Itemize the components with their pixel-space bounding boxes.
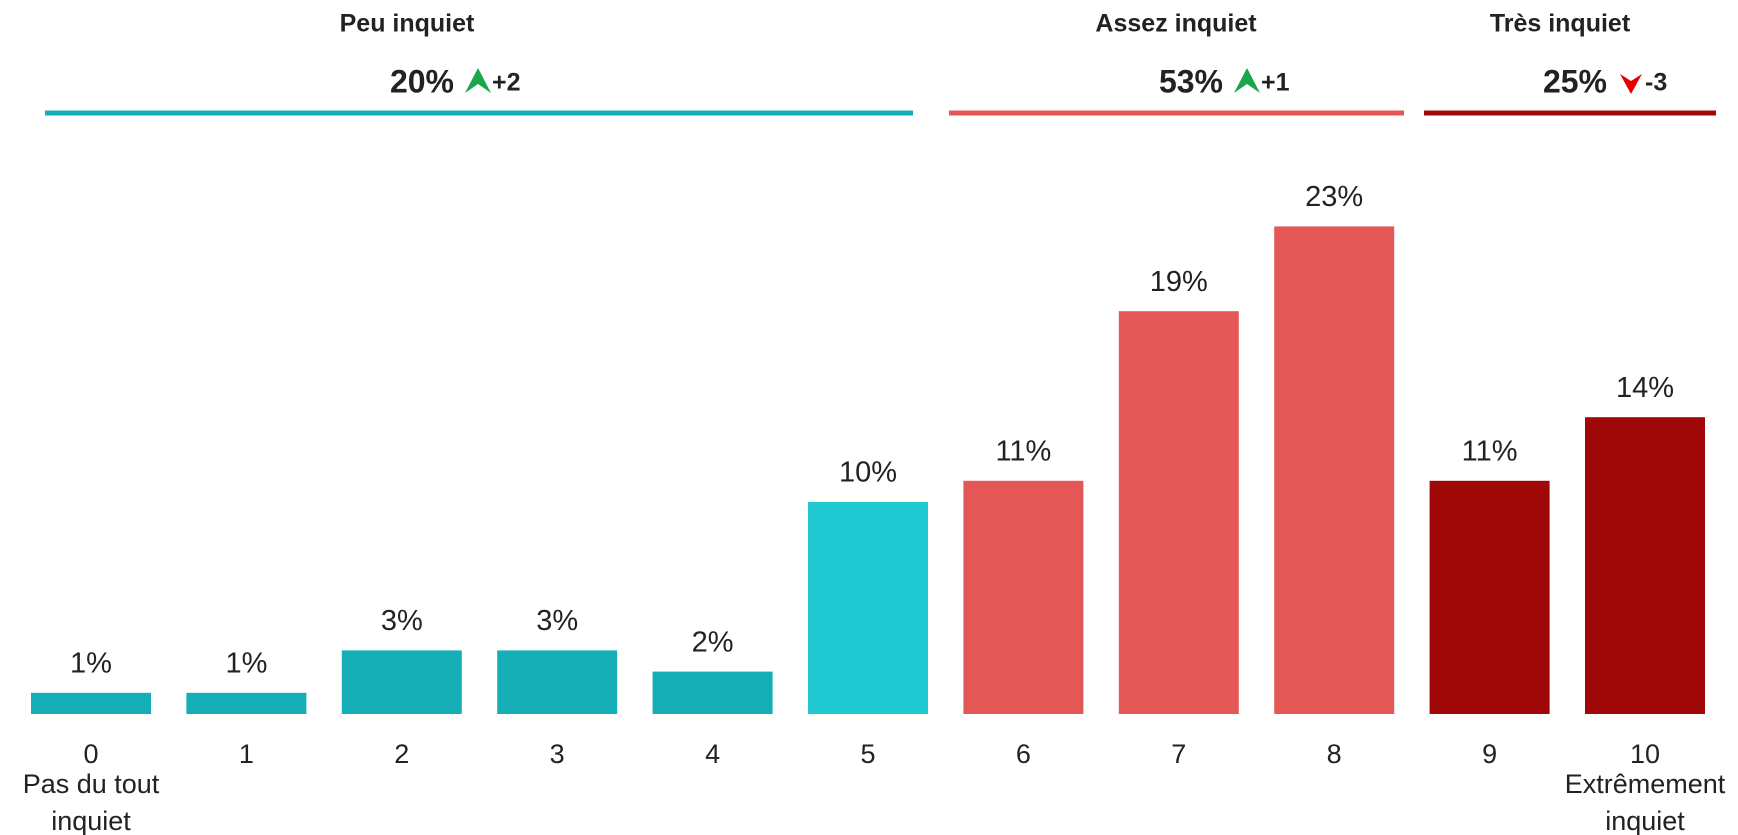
bar xyxy=(1274,226,1395,714)
x-tick-label: 6 xyxy=(1016,739,1031,769)
end-label: inquiet xyxy=(51,806,131,835)
bar xyxy=(341,650,462,714)
value-label: 11% xyxy=(995,435,1051,467)
x-tick-label: 4 xyxy=(705,739,720,769)
arrow-up xyxy=(465,68,491,93)
x-tick-label: 1 xyxy=(239,739,254,769)
group-title: Assez inquiet xyxy=(1095,10,1257,38)
value-label: 11% xyxy=(1462,435,1518,467)
bar xyxy=(1585,417,1705,714)
value-label: 23% xyxy=(1305,181,1363,213)
bar xyxy=(652,671,773,714)
group-value: 53% xyxy=(1159,63,1223,99)
value-label: 3% xyxy=(381,605,423,637)
bar xyxy=(1429,480,1550,714)
x-tick-label: 9 xyxy=(1482,739,1497,769)
x-tick-label: 10 xyxy=(1630,739,1660,769)
group-change: +2 xyxy=(492,69,521,97)
value-label: 1% xyxy=(225,647,267,679)
arrow-up xyxy=(1234,68,1260,93)
end-label: Extrêmement xyxy=(1565,769,1726,799)
value-label: 14% xyxy=(1616,372,1674,404)
arrow-down xyxy=(1620,74,1642,94)
bar xyxy=(1118,311,1239,714)
value-label: 1% xyxy=(70,647,112,679)
group-title: Très inquiet xyxy=(1490,10,1631,38)
x-tick-label: 2 xyxy=(394,739,409,769)
end-label: Pas du tout xyxy=(23,769,160,799)
group-title: Peu inquiet xyxy=(340,10,475,38)
x-tick-label: 0 xyxy=(83,739,98,769)
value-label: 10% xyxy=(839,457,897,489)
bar xyxy=(497,650,618,714)
bar xyxy=(963,480,1084,714)
value-label: 19% xyxy=(1150,266,1208,298)
x-tick-label: 5 xyxy=(860,739,875,769)
bar xyxy=(31,692,151,714)
x-tick-label: 8 xyxy=(1327,739,1342,769)
group-change: +1 xyxy=(1261,69,1290,97)
group-value: 25% xyxy=(1543,63,1607,99)
value-label: 3% xyxy=(536,605,578,637)
end-label: inquiet xyxy=(1605,806,1685,835)
x-tick-label: 3 xyxy=(550,739,565,769)
bar xyxy=(808,502,928,714)
value-label: 2% xyxy=(692,626,734,658)
x-tick-label: 7 xyxy=(1171,739,1186,769)
group-change: -3 xyxy=(1645,69,1667,97)
bar xyxy=(186,692,307,714)
group-value: 20% xyxy=(390,63,454,99)
